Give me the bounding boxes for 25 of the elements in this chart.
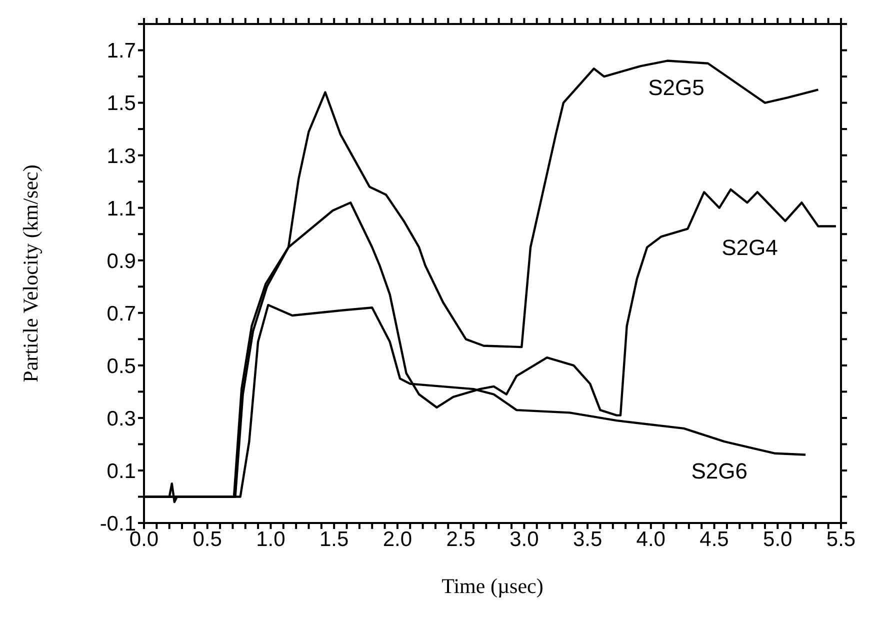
y-tick-label: 0.1 — [106, 460, 136, 483]
y-tick-label: 1.1 — [106, 197, 136, 220]
x-tick-label: 1.0 — [256, 528, 286, 551]
y-axis-title: Particle Velocity (km/sec) — [18, 164, 42, 382]
x-tick-label: 2.0 — [382, 528, 412, 551]
x-tick-label: 5.0 — [763, 528, 792, 551]
series-label: S2G6 — [691, 458, 748, 484]
y-tick-label: 1.3 — [106, 144, 136, 168]
y-tick-label: 0.9 — [106, 250, 136, 273]
y-tick-label: 0.7 — [106, 302, 136, 326]
series-label: S2G5 — [648, 74, 704, 100]
x-tick-label: 5.5 — [826, 528, 856, 551]
x-tick-label: 0.5 — [192, 528, 222, 551]
y-tick-label: 0.3 — [106, 407, 136, 430]
x-tick-label: 3.0 — [510, 528, 539, 551]
y-tick-label: 1.5 — [106, 92, 136, 116]
x-tick-label: 4.0 — [636, 528, 666, 551]
x-tick-label: 4.5 — [700, 528, 729, 551]
series-label: S2G4 — [722, 235, 778, 260]
y-tick-label: 1.7 — [106, 40, 136, 63]
x-tick-label: 3.5 — [572, 528, 602, 551]
y-tick-label: 0.5 — [106, 354, 136, 378]
x-axis-title: Time (µsec) — [442, 574, 544, 598]
x-tick-label: 2.5 — [446, 528, 476, 551]
x-tick-label: 1.5 — [319, 528, 349, 551]
